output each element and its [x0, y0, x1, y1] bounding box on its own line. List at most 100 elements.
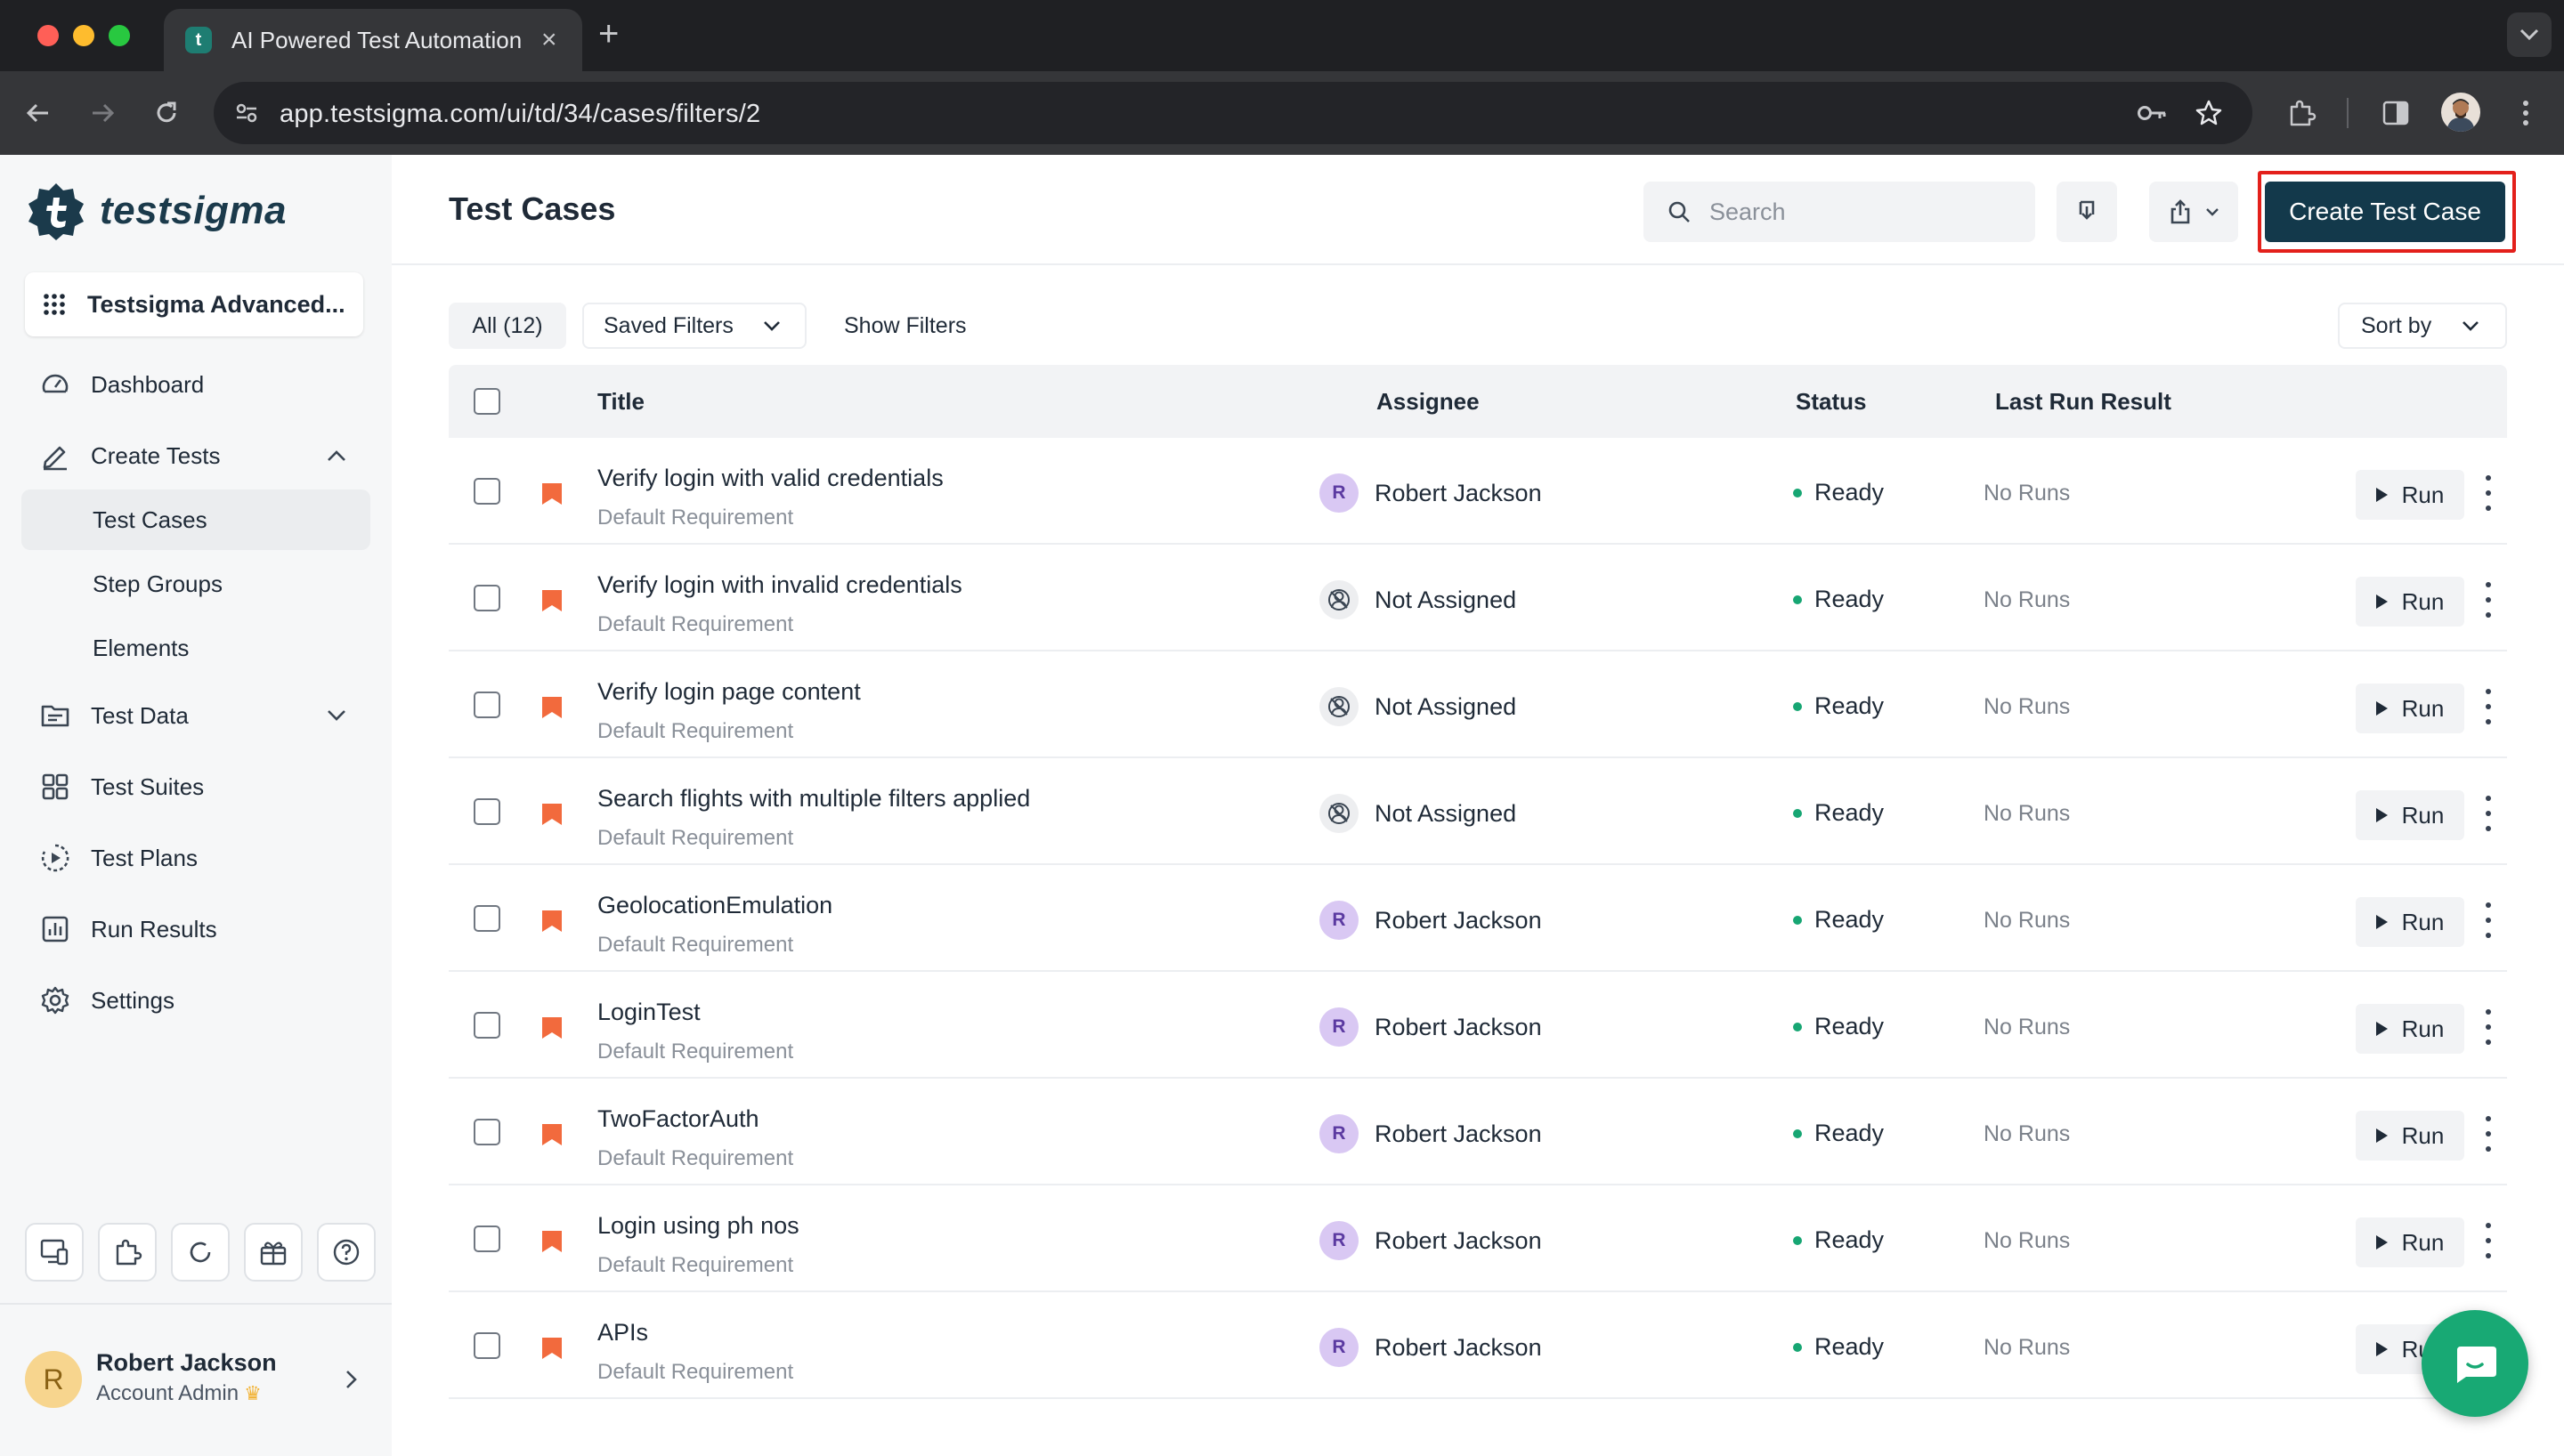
url-text[interactable]: app.testsigma.com/ui/td/34/cases/filters… [280, 100, 761, 128]
row-checkbox[interactable] [474, 1225, 500, 1252]
column-header-assignee[interactable]: Assignee [1376, 388, 1480, 415]
test-case-title[interactable]: Verify login with valid credentials [597, 465, 944, 491]
sidebar-item-test-suites[interactable]: Test Suites [21, 756, 370, 817]
chevron-down-icon[interactable] [324, 703, 349, 728]
run-button[interactable]: Run [2356, 470, 2464, 520]
row-checkbox[interactable] [474, 692, 500, 718]
table-row[interactable]: Verify login with invalid credentials De… [449, 545, 2507, 651]
row-checkbox[interactable] [474, 1012, 500, 1039]
test-case-title[interactable]: GeolocationEmulation [597, 892, 833, 918]
assignee-cell[interactable]: Not Assigned [1319, 794, 1516, 833]
reload-icon[interactable] [146, 93, 187, 133]
testsigma-logo[interactable]: testsigma [27, 182, 287, 240]
tab-close-icon[interactable]: × [541, 25, 557, 54]
row-more-options-icon[interactable] [2484, 582, 2493, 618]
column-header-title[interactable]: Title [597, 388, 645, 415]
table-row[interactable]: Verify login page content Default Requir… [449, 651, 2507, 758]
sidebar-item-run-results[interactable]: Run Results [21, 899, 370, 959]
devices-icon[interactable] [25, 1223, 84, 1282]
run-button[interactable]: Run [2356, 897, 2464, 947]
sidebar-item-test-plans[interactable]: Test Plans [21, 828, 370, 888]
sidebar-item-step-groups[interactable]: Step Groups [21, 554, 370, 614]
table-row[interactable]: LoginTest Default Requirement R Robert J… [449, 972, 2507, 1079]
import-button[interactable] [2057, 182, 2117, 242]
row-checkbox[interactable] [474, 1332, 500, 1359]
assignee-cell[interactable]: R Robert Jackson [1319, 1328, 1542, 1367]
chat-support-button[interactable] [2422, 1310, 2528, 1417]
sidebar-item-test-cases[interactable]: Test Cases [21, 489, 370, 550]
extensions-puzzle-icon[interactable] [2281, 93, 2322, 133]
address-bar[interactable]: app.testsigma.com/ui/td/34/cases/filters… [214, 82, 2252, 144]
run-button[interactable]: Run [2356, 1004, 2464, 1054]
forward-arrow-icon[interactable] [82, 93, 123, 133]
run-button[interactable]: Run [2356, 577, 2464, 627]
show-filters-button[interactable]: Show Filters [844, 312, 967, 338]
filter-all-tab[interactable]: All (12) [449, 303, 566, 349]
test-case-title[interactable]: Verify login with invalid credentials [597, 571, 962, 598]
browser-menu-kebab-icon[interactable] [2505, 93, 2546, 133]
browser-profile-avatar[interactable] [2441, 93, 2480, 132]
table-row[interactable]: Verify login with valid credentials Defa… [449, 438, 2507, 545]
sort-by-dropdown[interactable]: Sort by [2338, 303, 2507, 349]
row-checkbox[interactable] [474, 798, 500, 825]
test-case-title[interactable]: Verify login page content [597, 678, 861, 705]
row-more-options-icon[interactable] [2484, 1009, 2493, 1045]
tab-search-chevron-icon[interactable] [2507, 12, 2552, 57]
row-more-options-icon[interactable] [2484, 1223, 2493, 1258]
column-header-status[interactable]: Status [1796, 388, 1867, 415]
select-all-checkbox[interactable] [474, 388, 500, 415]
help-circle-icon[interactable] [317, 1223, 376, 1282]
user-account-menu[interactable]: R Robert Jackson Account Admin ♛ [0, 1303, 392, 1456]
test-case-title[interactable]: Login using ph nos [597, 1212, 799, 1239]
saved-filters-dropdown[interactable]: Saved Filters [582, 303, 807, 349]
row-checkbox[interactable] [474, 905, 500, 932]
row-checkbox[interactable] [474, 478, 500, 505]
create-test-case-button[interactable]: Create Test Case [2265, 182, 2505, 242]
table-row[interactable]: Search flights with multiple filters app… [449, 758, 2507, 865]
test-case-title[interactable]: APIs [597, 1319, 649, 1346]
row-more-options-icon[interactable] [2484, 689, 2493, 724]
column-header-last-run-result[interactable]: Last Run Result [1995, 388, 2171, 415]
run-button[interactable]: Run [2356, 1111, 2464, 1161]
export-dropdown-button[interactable] [2149, 182, 2238, 242]
row-more-options-icon[interactable] [2484, 902, 2493, 938]
site-info-icon[interactable] [230, 96, 264, 130]
side-panel-icon[interactable] [2375, 93, 2416, 133]
run-button[interactable]: Run [2356, 684, 2464, 733]
gift-icon[interactable] [244, 1223, 303, 1282]
window-minimize-button[interactable] [73, 25, 94, 46]
table-row[interactable]: GeolocationEmulation Default Requirement… [449, 865, 2507, 972]
test-case-title[interactable]: TwoFactorAuth [597, 1105, 759, 1132]
assignee-cell[interactable]: R Robert Jackson [1319, 1221, 1542, 1260]
row-more-options-icon[interactable] [2484, 796, 2493, 831]
window-zoom-button[interactable] [109, 25, 130, 46]
run-button[interactable]: Run [2356, 1217, 2464, 1267]
sidebar-item-settings[interactable]: Settings [21, 970, 370, 1031]
search-input[interactable] [1709, 198, 2012, 226]
row-checkbox[interactable] [474, 585, 500, 611]
sidebar-item-elements[interactable]: Elements [21, 618, 370, 678]
password-key-icon[interactable] [2135, 96, 2169, 130]
row-more-options-icon[interactable] [2484, 475, 2493, 511]
browser-tab[interactable]: t AI Powered Test Automation × [164, 9, 582, 71]
table-row[interactable]: TwoFactorAuth Default Requirement R Robe… [449, 1079, 2507, 1185]
search-box[interactable] [1643, 182, 2035, 242]
row-checkbox[interactable] [474, 1119, 500, 1145]
sidebar-item-create-tests[interactable]: Create Tests [21, 425, 370, 486]
addons-puzzle-icon[interactable] [98, 1223, 157, 1282]
table-row[interactable]: Login using ph nos Default Requirement R… [449, 1185, 2507, 1292]
assignee-cell[interactable]: Not Assigned [1319, 580, 1516, 619]
workspace-switcher[interactable]: Testsigma Advanced... [25, 272, 363, 336]
chevron-right-icon[interactable] [340, 1369, 361, 1390]
assignee-cell[interactable]: R Robert Jackson [1319, 1007, 1542, 1047]
bookmark-star-icon[interactable] [2192, 96, 2226, 130]
assignee-cell[interactable]: R Robert Jackson [1319, 1114, 1542, 1153]
assignee-cell[interactable]: R Robert Jackson [1319, 473, 1542, 513]
chevron-up-icon[interactable] [324, 443, 349, 468]
back-arrow-icon[interactable] [18, 93, 59, 133]
new-tab-icon[interactable]: + [598, 14, 620, 53]
test-case-title[interactable]: Search flights with multiple filters app… [597, 785, 1031, 812]
assignee-cell[interactable]: Not Assigned [1319, 687, 1516, 726]
window-close-button[interactable] [37, 25, 59, 46]
assignee-cell[interactable]: R Robert Jackson [1319, 901, 1542, 940]
